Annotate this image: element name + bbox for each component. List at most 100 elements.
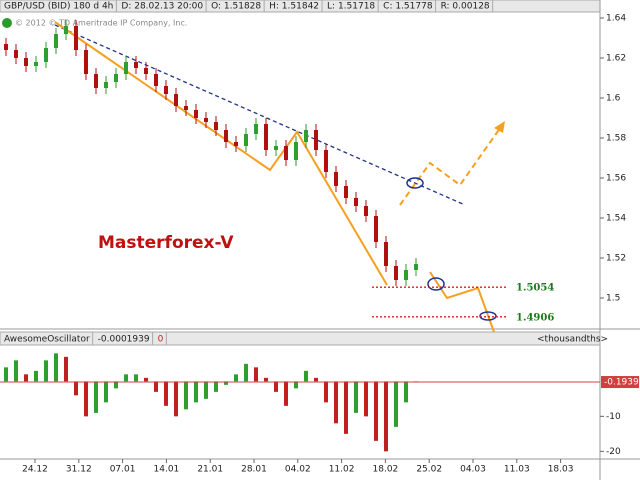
y-tick-label: 1.52 <box>606 254 626 264</box>
osc-bar <box>34 370 38 382</box>
candle-body <box>64 26 68 34</box>
x-tick-label: 21.01 <box>197 465 223 475</box>
candle-body <box>414 264 418 270</box>
candle-body <box>134 62 138 68</box>
osc-bar <box>314 377 318 382</box>
candle-body <box>174 94 178 106</box>
candle-body <box>144 68 148 74</box>
candle-body <box>154 74 158 86</box>
candle-body <box>324 150 328 172</box>
x-tick-label: 18.02 <box>373 465 399 475</box>
candle-body <box>184 106 188 110</box>
osc-bar <box>14 360 18 382</box>
candle-body <box>284 146 288 160</box>
level-label: 1.4906 <box>516 312 554 323</box>
osc-bar <box>234 374 238 382</box>
osc-bar <box>254 367 258 382</box>
x-tick-label: 18.03 <box>548 465 574 475</box>
osc-bar <box>84 381 88 417</box>
header-field: H: 1.51842 <box>269 2 319 12</box>
circle-marker <box>427 277 445 291</box>
osc-bar <box>74 381 78 396</box>
osc-bar <box>114 381 118 389</box>
candle-body <box>404 270 408 280</box>
candle-body <box>114 74 118 82</box>
osc-bar <box>324 381 328 403</box>
candle-body <box>234 142 238 146</box>
y-tick-label: -10 <box>606 412 621 422</box>
osc-bar <box>304 370 308 382</box>
candle-body <box>344 186 348 198</box>
candle-body <box>334 172 338 186</box>
osc-bar <box>104 381 108 403</box>
x-tick-label: 04.02 <box>285 465 311 475</box>
x-tick-label: 07.01 <box>110 465 136 475</box>
osc-bar <box>214 381 218 392</box>
x-tick-label: 11.03 <box>504 465 530 475</box>
candle-body <box>44 48 48 62</box>
candle-body <box>244 134 248 146</box>
header-field: D: 28.02.13 20:00 <box>121 2 203 12</box>
candle-body <box>314 130 318 150</box>
osc-header-field: -0.0001939 <box>98 335 150 345</box>
candle-body <box>214 122 218 130</box>
osc-bar <box>24 374 28 382</box>
x-tick-label: 25.02 <box>416 465 442 475</box>
circle-marker <box>479 311 497 321</box>
osc-header-bar <box>0 331 601 346</box>
x-tick-label: 11.02 <box>329 465 355 475</box>
osc-bar <box>154 381 158 392</box>
y-tick-label: 1.62 <box>606 54 626 64</box>
candle-body <box>124 62 128 74</box>
arrow-head <box>494 121 505 133</box>
osc-bar <box>164 381 168 406</box>
osc-bar <box>344 381 348 434</box>
candle-body <box>374 216 378 242</box>
candle-body <box>24 58 28 66</box>
forecast-line <box>429 271 495 333</box>
osc-bar <box>294 381 298 389</box>
circle-marker <box>406 177 424 189</box>
osc-bar <box>404 381 408 403</box>
copyright: © 2012 © TD Ameritrade IP Company, Inc. <box>15 19 187 28</box>
osc-bar <box>224 381 228 385</box>
candle-body <box>84 50 88 74</box>
osc-bar <box>264 377 268 382</box>
x-tick-label: 04.03 <box>460 465 486 475</box>
header-field: C: 1.51778 <box>383 2 433 12</box>
candle-body <box>194 110 198 118</box>
candle-body <box>304 130 308 142</box>
osc-bar <box>94 381 98 413</box>
forecast-dashed <box>399 123 504 206</box>
info-icon[interactable] <box>2 18 12 28</box>
osc-bar <box>4 367 8 382</box>
annotation: Masterforex-V <box>98 233 234 253</box>
osc-bar <box>394 381 398 427</box>
osc-bar <box>124 374 128 382</box>
current-value-label: -0.1939 <box>604 378 639 388</box>
y-tick-label: 1.54 <box>606 214 626 224</box>
current-value-box <box>601 376 639 389</box>
candle-body <box>104 82 108 88</box>
x-tick-label: 24.12 <box>22 465 48 475</box>
candle-body <box>384 242 388 266</box>
y-tick-label: -20 <box>606 447 621 457</box>
candle-body <box>54 34 58 48</box>
y-tick-label: 1.64 <box>606 14 626 24</box>
candle-body <box>274 146 278 150</box>
drawings <box>54 21 505 333</box>
y-tick-label: 1.56 <box>606 174 626 184</box>
osc-bar <box>44 360 48 382</box>
candle-body <box>394 266 398 280</box>
osc-header-field: 0 <box>158 335 164 345</box>
osc-header-field: AwesomeOscillator <box>4 335 90 345</box>
level-label: 1.5054 <box>516 283 554 294</box>
osc-bar <box>244 363 248 382</box>
osc-bar <box>384 381 388 452</box>
osc-bar <box>184 381 188 410</box>
candle-body <box>294 142 298 160</box>
candle-body <box>264 124 268 150</box>
y-tick-label: 1.58 <box>606 134 626 144</box>
osc-bar <box>364 381 368 417</box>
